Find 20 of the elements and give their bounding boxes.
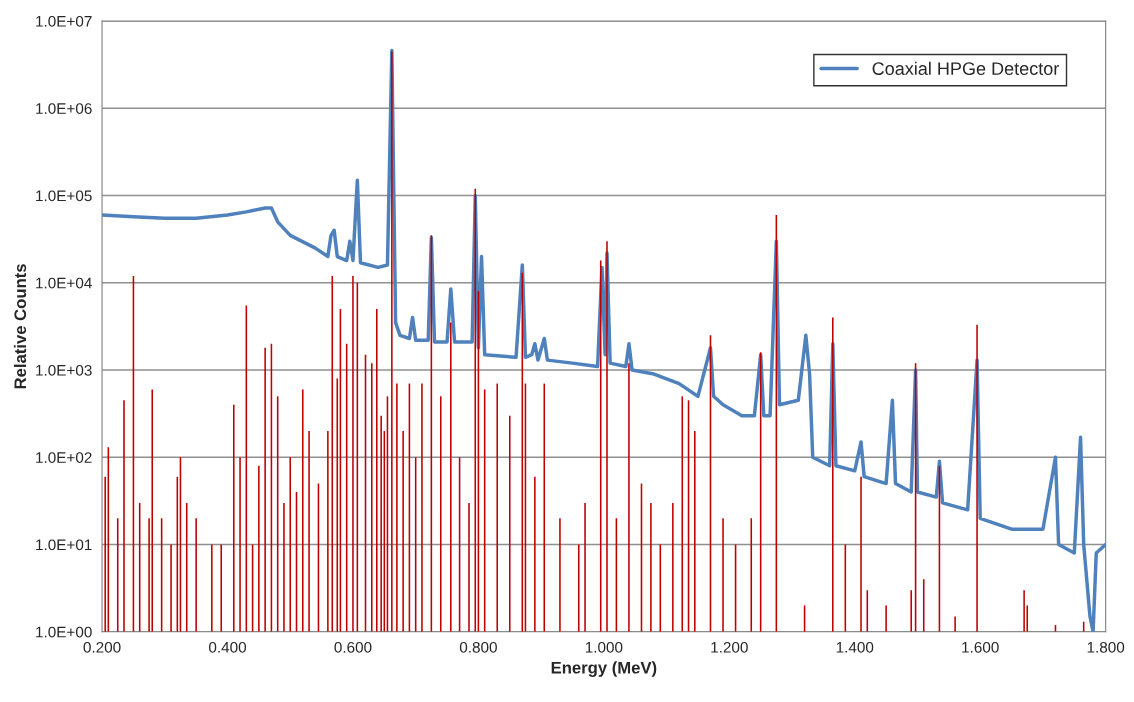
y-tick-label: 1.0E+06 [36, 103, 92, 114]
x-tick-label: 1.000 [585, 641, 623, 653]
x-axis-title: Energy (MeV) [551, 661, 657, 677]
y-tick-label: 1.0E+00 [36, 626, 92, 638]
y-tick-label: 1.0E+02 [36, 452, 92, 463]
y-tick-label: 1.0E+01 [36, 539, 92, 551]
x-tick-label: 0.800 [459, 641, 497, 653]
x-tick-label: 1.600 [962, 641, 999, 653]
x-tick-label: 0.400 [208, 641, 247, 653]
x-tick-label: 0.200 [83, 641, 121, 653]
y-axis-title: Relative Counts [13, 264, 27, 389]
x-tick-label: 0.600 [334, 641, 372, 653]
x-tick-label: 1.200 [711, 641, 748, 653]
y-tick-label: 1.0E+05 [36, 190, 92, 202]
y-tick-label: 1.0E+04 [36, 277, 92, 289]
legend-label: Coaxial HPGe Detector [872, 61, 1059, 75]
y-tick-label: 1.0E+03 [36, 364, 92, 376]
y-tick-label: 1.0E+07 [36, 15, 92, 27]
x-tick-label: 1.800 [1087, 641, 1125, 653]
x-tick-label: 1.400 [836, 641, 874, 653]
